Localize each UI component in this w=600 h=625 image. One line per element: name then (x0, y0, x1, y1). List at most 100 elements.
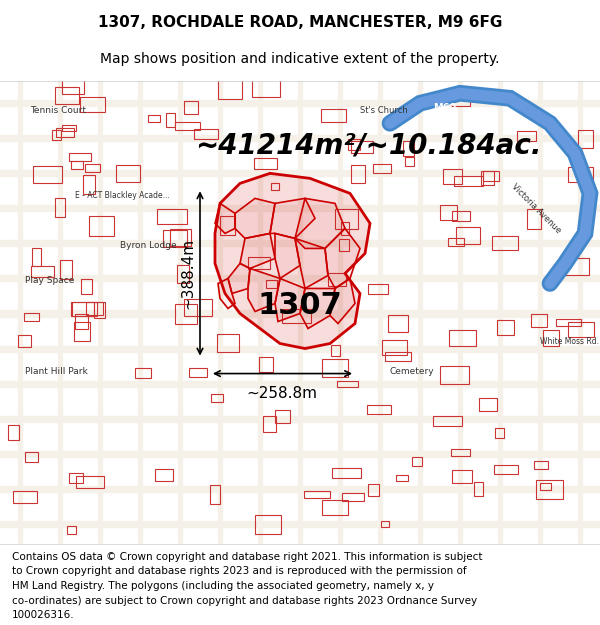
Bar (373, 164, 391, 173)
Bar (31, 266, 54, 278)
Bar (385, 352, 411, 361)
Bar (433, 416, 462, 426)
Bar (71, 301, 94, 316)
Bar (266, 280, 277, 288)
Bar (282, 309, 311, 322)
Bar (253, 80, 280, 97)
Bar (258, 81, 262, 544)
Bar (341, 222, 349, 234)
Polygon shape (295, 198, 345, 248)
Bar (454, 176, 483, 186)
Bar (170, 229, 191, 246)
Bar (0, 171, 600, 176)
Text: Tennis Court: Tennis Court (30, 106, 86, 115)
Bar (33, 166, 62, 183)
Text: co-ordinates) are subject to Crown copyright and database rights 2023 Ordnance S: co-ordinates) are subject to Crown copyr… (12, 596, 477, 606)
Bar (440, 205, 457, 219)
Polygon shape (228, 264, 250, 294)
Bar (155, 469, 173, 481)
Bar (71, 161, 83, 169)
Bar (534, 461, 548, 469)
Bar (0, 241, 600, 246)
Bar (18, 81, 22, 544)
Bar (457, 228, 480, 244)
Text: M60: M60 (433, 103, 457, 113)
Text: Play Space: Play Space (25, 276, 74, 286)
Polygon shape (295, 238, 328, 289)
Bar (322, 500, 348, 515)
Bar (492, 236, 518, 250)
Bar (298, 81, 302, 544)
Bar (69, 153, 91, 161)
Bar (275, 410, 290, 424)
Bar (60, 260, 72, 279)
Bar (483, 171, 499, 181)
Bar (0, 311, 600, 316)
Bar (403, 141, 414, 156)
Bar (18, 335, 31, 347)
Bar (578, 81, 582, 544)
Text: ~41214m²/~10.184ac.: ~41214m²/~10.184ac. (195, 131, 541, 159)
Bar (189, 368, 208, 377)
Bar (98, 81, 102, 544)
Bar (0, 381, 600, 387)
Polygon shape (240, 233, 275, 269)
Polygon shape (248, 269, 280, 311)
Bar (328, 272, 346, 286)
Bar (543, 330, 559, 346)
Bar (527, 209, 541, 229)
Bar (24, 313, 40, 321)
Bar (116, 165, 140, 181)
Bar (69, 473, 83, 483)
Bar (271, 182, 280, 190)
Bar (321, 109, 346, 122)
Bar (338, 81, 342, 544)
Bar (220, 216, 235, 235)
Text: Map shows position and indicative extent of the property.: Map shows position and indicative extent… (100, 51, 500, 66)
Bar (76, 476, 104, 488)
Bar (451, 449, 470, 456)
Bar (76, 314, 88, 329)
Bar (211, 394, 223, 402)
Bar (0, 206, 600, 211)
Polygon shape (218, 279, 235, 309)
Bar (382, 340, 407, 355)
Bar (342, 492, 364, 501)
Bar (82, 279, 92, 294)
Text: Contains OS data © Crown copyright and database right 2021. This information is : Contains OS data © Crown copyright and d… (12, 552, 482, 562)
Bar (32, 248, 41, 266)
Bar (497, 320, 514, 335)
Bar (388, 315, 408, 331)
Bar (322, 359, 348, 377)
Bar (178, 265, 190, 283)
Bar (498, 81, 502, 544)
Bar (218, 80, 242, 99)
Polygon shape (215, 173, 370, 349)
Bar (89, 216, 114, 236)
Bar (0, 135, 600, 141)
Polygon shape (275, 279, 305, 321)
Bar (86, 302, 103, 315)
Bar (175, 122, 200, 130)
Bar (83, 175, 95, 194)
Bar (452, 211, 470, 221)
Bar (331, 345, 340, 356)
Bar (458, 81, 462, 544)
Bar (479, 399, 497, 411)
Bar (178, 81, 182, 544)
Bar (58, 81, 62, 544)
Bar (74, 322, 91, 341)
Bar (0, 416, 600, 422)
Bar (339, 239, 349, 251)
Bar (157, 209, 187, 224)
Polygon shape (215, 203, 235, 233)
Bar (25, 452, 38, 462)
Bar (540, 482, 551, 490)
Text: E - ACT Blackley Acade...: E - ACT Blackley Acade... (75, 191, 170, 201)
Text: Victoria Avenue: Victoria Avenue (510, 182, 563, 236)
Bar (332, 468, 361, 478)
Bar (85, 164, 100, 172)
Bar (396, 474, 408, 481)
Text: Plant Hill Park: Plant Hill Park (25, 367, 88, 376)
Bar (560, 258, 589, 275)
